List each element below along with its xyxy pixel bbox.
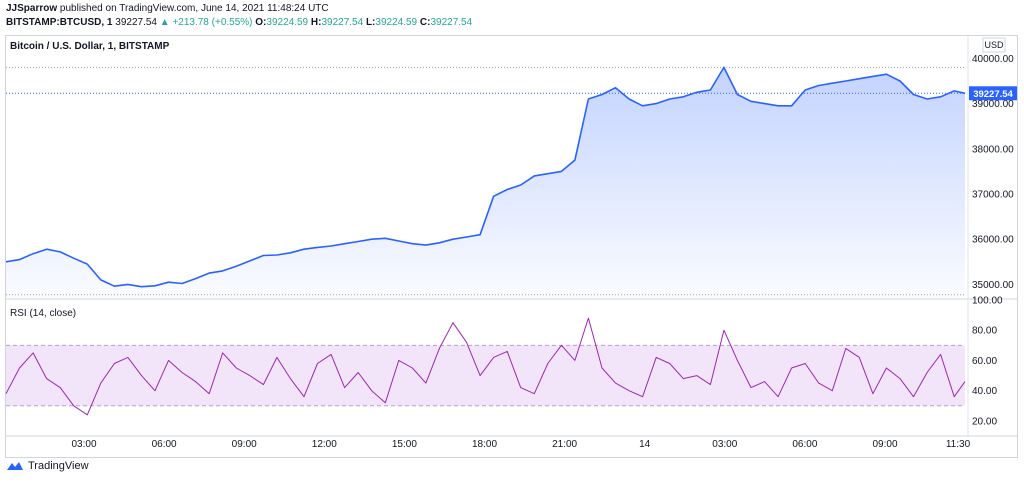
currency-label: USD <box>984 40 1004 50</box>
low-label: L: <box>365 17 376 28</box>
price-tick-label: 37000.00 <box>972 190 1014 201</box>
time-tick-label: 11:30 <box>946 439 971 450</box>
time-tick-label: 03:00 <box>71 439 96 450</box>
rsi-band <box>6 345 965 406</box>
rsi-line[interactable] <box>5 317 966 416</box>
symbol-label: BITSTAMP:BTCUSD, 1 <box>6 17 113 28</box>
time-tick-label: 09:00 <box>232 439 257 450</box>
price-tick-label: 35000.00 <box>972 280 1014 291</box>
currency-box[interactable] <box>982 37 1006 53</box>
brand-name: TradingView <box>28 460 89 472</box>
price-tick-label: 36000.00 <box>972 235 1014 246</box>
rsi-title: RSI (14, close) <box>10 308 76 319</box>
rsi-tick-label: 20.00 <box>972 416 997 427</box>
close-value: 39227.54 <box>430 17 473 28</box>
rsi-tick-label: 60.00 <box>972 356 997 367</box>
open-label: O: <box>255 17 267 28</box>
open-value: 39224.59 <box>266 17 309 28</box>
time-tick-label: 18:00 <box>472 439 497 450</box>
publish-line: JJSparrow published on TradingView.com, … <box>6 2 472 16</box>
chart-header: JJSparrow published on TradingView.com, … <box>6 2 472 30</box>
last-price-tag <box>969 86 1017 101</box>
time-tick-label: 09:00 <box>872 439 897 450</box>
price-line[interactable] <box>5 66 966 288</box>
low-value: 39224.59 <box>375 17 418 28</box>
price-chart-title: Bitcoin / U.S. Dollar, 1, BITSTAMP <box>10 41 170 52</box>
footer-brand[interactable]: TradingView <box>6 460 89 472</box>
ohlc-line: BITSTAMP:BTCUSD, 1 39227.54 ▲ +213.78 (+… <box>6 16 472 30</box>
price-tick-label: 39000.00 <box>972 99 1014 110</box>
rsi-tick-label: 40.00 <box>972 386 997 397</box>
published-text: published on TradingView.com, June 14, 2… <box>59 3 329 14</box>
last-price-tag-label: 39227.54 <box>973 89 1013 100</box>
time-tick-label: 15:00 <box>392 439 417 450</box>
price-change: ▲ +213.78 (+0.55%) <box>159 17 253 28</box>
chart-frame <box>5 35 1018 458</box>
rsi-tick-label: 80.00 <box>972 326 997 337</box>
time-tick-label: 21:00 <box>552 439 577 450</box>
last-price: 39227.54 <box>115 17 157 28</box>
time-tick-label: 06:00 <box>152 439 177 450</box>
close-label: C: <box>419 17 431 28</box>
time-tick-label: 12:00 <box>312 439 337 450</box>
tradingview-logo-icon <box>7 462 23 470</box>
price-tick-label: 40000.00 <box>972 54 1014 65</box>
price-tick-label: 38000.00 <box>972 144 1014 155</box>
rsi-tick-label: 100.00 <box>972 296 1003 307</box>
time-tick-label: 14 <box>639 439 651 450</box>
high-value: 39227.54 <box>321 17 364 28</box>
time-tick-label: 03:00 <box>712 439 737 450</box>
high-label: H: <box>310 17 322 28</box>
price-area-fill <box>6 67 965 299</box>
publisher-name[interactable]: JJSparrow <box>6 3 58 14</box>
time-tick-label: 06:00 <box>792 439 817 450</box>
